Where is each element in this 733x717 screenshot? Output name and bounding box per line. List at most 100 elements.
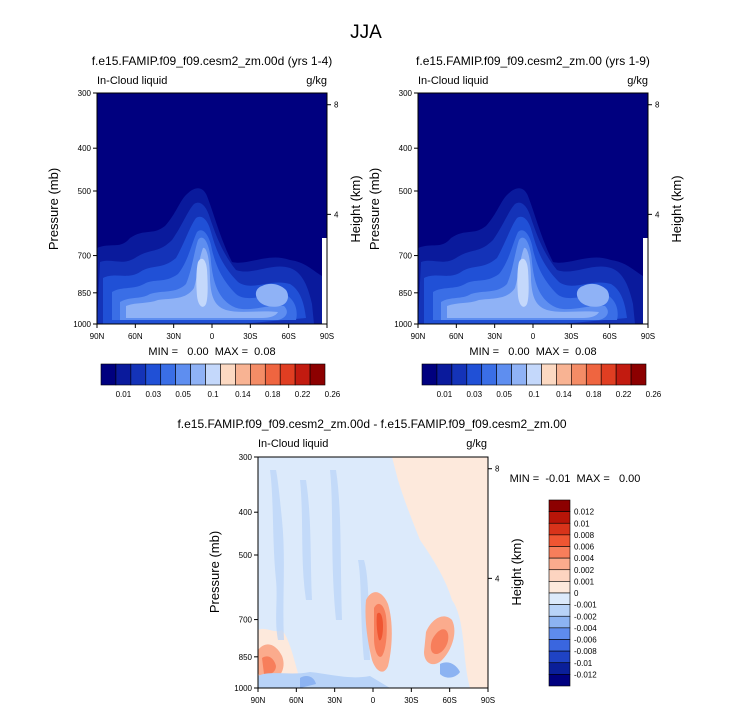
colorbar-box bbox=[436, 363, 453, 386]
panel-1-title: f.e15.FAMIP.f09_f09.cesm2_zm.00d (yrs 1-… bbox=[92, 54, 333, 68]
x-tick-label: 30N bbox=[166, 332, 181, 341]
y2-tick-label: 4 bbox=[334, 210, 339, 219]
panel-2-ylabel: Pressure (mb) bbox=[367, 168, 382, 250]
y-tick-label: 400 bbox=[399, 144, 413, 153]
y-tick-label: 300 bbox=[399, 89, 413, 98]
y2-tick-label: 4 bbox=[655, 210, 660, 219]
colorbar-label: -0.001 bbox=[574, 601, 597, 610]
y-tick-label: 400 bbox=[239, 508, 253, 517]
x-tick-label: 60N bbox=[128, 332, 143, 341]
colorbar-box bbox=[526, 363, 542, 386]
colorbar-box bbox=[548, 581, 571, 594]
colorbar-label: -0.006 bbox=[574, 636, 597, 645]
colorbar-box bbox=[294, 363, 311, 386]
panel-2-x-ticks: 90N 60N 30N 0 30S 60S 90S bbox=[411, 324, 655, 341]
panel-3-right-label: g/kg bbox=[466, 438, 487, 450]
y-tick-label: 500 bbox=[78, 187, 92, 196]
colorbar-box bbox=[600, 363, 617, 386]
y-tick-label: 1000 bbox=[234, 684, 252, 693]
y-tick-label: 1000 bbox=[394, 320, 412, 329]
colorbar-box bbox=[160, 363, 176, 386]
colorbar-box bbox=[279, 363, 296, 386]
panel-3-stats: MIN = -0.01 MAX = 0.00 bbox=[510, 473, 641, 485]
colorbar-label: 0.05 bbox=[175, 390, 191, 399]
y-tick-label: 1000 bbox=[73, 320, 91, 329]
x-tick-label: 30S bbox=[243, 332, 257, 341]
colorbar-box bbox=[548, 592, 571, 605]
colorbar-box bbox=[548, 615, 571, 629]
y-tick-label: 700 bbox=[239, 616, 253, 625]
colorbar-label: 0.26 bbox=[646, 390, 662, 399]
colorbar-label: 0.01 bbox=[437, 390, 453, 399]
panel-1-colorbar: 0.01 0.03 0.05 0.1 0.14 0.18 0.22 0.26 bbox=[100, 363, 341, 399]
y-tick-label: 500 bbox=[239, 551, 253, 560]
panel-3-x-ticks: 90N 60N 30N 0 30S 60S 90S bbox=[251, 688, 495, 705]
colorbar-label: 0.01 bbox=[574, 519, 590, 528]
colorbar-label: -0.002 bbox=[574, 612, 597, 621]
panel-3: f.e15.FAMIP.f09_f09.cesm2_zm.00d - f.e15… bbox=[177, 417, 640, 705]
x-tick-label: 90N bbox=[411, 332, 426, 341]
colorbar-label: -0.012 bbox=[574, 670, 597, 679]
panel-3-title: f.e15.FAMIP.f09_f09.cesm2_zm.00d - f.e15… bbox=[177, 417, 566, 431]
colorbar-box bbox=[175, 363, 191, 386]
y-tick-label: 500 bbox=[399, 187, 413, 196]
y2-tick-label: 8 bbox=[655, 101, 660, 110]
colorbar-box bbox=[548, 522, 571, 536]
colorbar-box bbox=[250, 363, 266, 386]
panel-1-y-ticks: 300 400 500 700 850 1000 bbox=[73, 89, 97, 329]
colorbar-box bbox=[264, 363, 281, 386]
colorbar-box bbox=[145, 363, 162, 386]
colorbar-label: -0.004 bbox=[574, 624, 597, 633]
y-tick-label: 850 bbox=[399, 289, 413, 298]
colorbar-box bbox=[511, 363, 527, 386]
colorbar-box bbox=[548, 569, 571, 582]
colorbar-label: 0.008 bbox=[574, 531, 595, 540]
panel-3-y-ticks: 300 400 500 700 850 1000 bbox=[234, 453, 258, 693]
panel-1: f.e15.FAMIP.f09_f09.cesm2_zm.00d (yrs 1-… bbox=[46, 54, 363, 399]
colorbar-label: 0.006 bbox=[574, 543, 595, 552]
panel-1-field bbox=[96, 92, 328, 325]
colorbar-box bbox=[309, 363, 326, 386]
colorbar-box bbox=[481, 363, 497, 386]
colorbar-label: 0.26 bbox=[325, 390, 341, 399]
panel-2-stats: MIN = 0.00 MAX = 0.08 bbox=[469, 346, 596, 358]
colorbar-box bbox=[205, 363, 221, 386]
x-tick-label: 90N bbox=[251, 696, 266, 705]
panel-1-ylabel: Pressure (mb) bbox=[46, 168, 61, 250]
colorbar-label: -0.008 bbox=[574, 647, 597, 656]
colorbar-box bbox=[548, 511, 571, 524]
colorbar-label: 0.001 bbox=[574, 577, 595, 586]
x-tick-label: 30S bbox=[404, 696, 418, 705]
colorbar-label: 0.22 bbox=[295, 390, 311, 399]
y-tick-label: 850 bbox=[239, 653, 253, 662]
x-tick-label: 30N bbox=[327, 696, 342, 705]
y2-tick-label: 8 bbox=[495, 465, 500, 474]
colorbar-label: 0.002 bbox=[574, 566, 595, 575]
x-tick-label: 90S bbox=[641, 332, 655, 341]
colorbar-box bbox=[235, 363, 251, 386]
colorbar-box bbox=[466, 363, 483, 386]
x-tick-label: 90S bbox=[481, 696, 495, 705]
colorbar-box bbox=[541, 363, 557, 386]
panel-3-colorbar: 0.012 0.01 0.008 0.006 0.004 0.002 0.001 0 -0.00… bbox=[548, 499, 597, 687]
colorbar-box bbox=[115, 363, 132, 386]
colorbar-box bbox=[220, 363, 236, 386]
y-tick-label: 700 bbox=[399, 252, 413, 261]
colorbar-box bbox=[451, 363, 468, 386]
x-tick-label: 30N bbox=[487, 332, 502, 341]
panel-2-y-ticks: 300 400 500 700 850 1000 bbox=[394, 89, 418, 329]
panel-3-field bbox=[257, 456, 489, 689]
y2-tick-label: 8 bbox=[334, 101, 339, 110]
colorbar-box bbox=[190, 363, 206, 386]
panel-2-left-label: In-Cloud liquid bbox=[418, 75, 488, 87]
panel-2-y2label: Height (km) bbox=[669, 175, 684, 242]
panel-2: f.e15.FAMIP.f09_f09.cesm2_zm.00 (yrs 1-9… bbox=[367, 54, 684, 399]
colorbar-box bbox=[548, 627, 571, 640]
colorbar-box bbox=[615, 363, 632, 386]
x-tick-label: 0 bbox=[531, 332, 536, 341]
colorbar-label: 0.01 bbox=[116, 390, 132, 399]
colorbar-label: 0.03 bbox=[466, 390, 482, 399]
colorbar-box bbox=[548, 557, 571, 571]
panel-1-stats: MIN = 0.00 MAX = 0.08 bbox=[148, 346, 275, 358]
x-tick-label: 60N bbox=[449, 332, 464, 341]
